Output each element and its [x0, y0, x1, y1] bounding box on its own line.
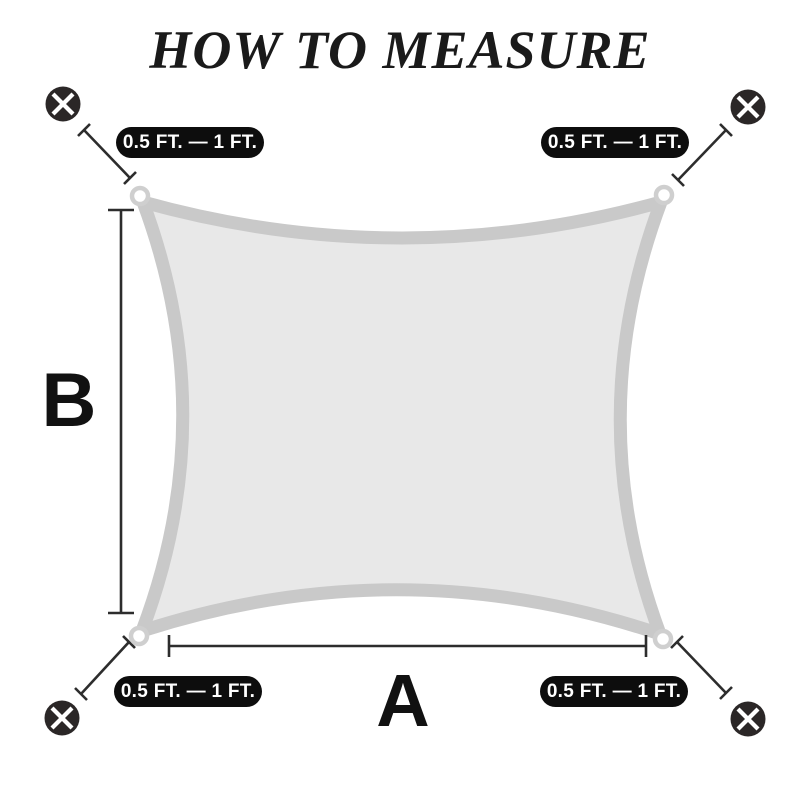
offset-range-badge-top-right: 0.5 FT. — 1 FT. [541, 127, 689, 158]
offset-range-badge-bottom-left: 0.5 FT. — 1 FT. [114, 676, 262, 707]
corner-offset-measure-line-bottom-right [670, 635, 733, 700]
grommet-ring-bottom-right [652, 628, 674, 650]
page-title: HOW TO MEASURE [149, 20, 651, 80]
corner-offset-measure-line-top-left [77, 123, 137, 185]
grommet-ring-bottom-left [128, 625, 150, 647]
corner-offset-measure-line-bottom-left [74, 635, 136, 701]
offset-range-badge-top-left: 0.5 FT. — 1 FT. [116, 127, 264, 158]
width-measure-line [167, 635, 648, 657]
width-label: A [376, 659, 430, 742]
height-label: B [41, 358, 97, 443]
shade-sail-shape [131, 192, 672, 645]
grommet-ring-top-right [653, 184, 675, 206]
height-measure-line [108, 208, 134, 615]
offset-range-badge-bottom-right: 0.5 FT. — 1 FT. [540, 676, 688, 707]
anchor-point-icon-top-left [45, 86, 81, 122]
corner-offset-measure-line-top-right [671, 123, 733, 187]
anchor-point-icon-top-right [730, 89, 766, 125]
anchor-point-icon-bottom-left [44, 700, 80, 736]
anchor-point-icon-bottom-right [730, 701, 766, 737]
grommet-ring-top-left [129, 185, 151, 207]
